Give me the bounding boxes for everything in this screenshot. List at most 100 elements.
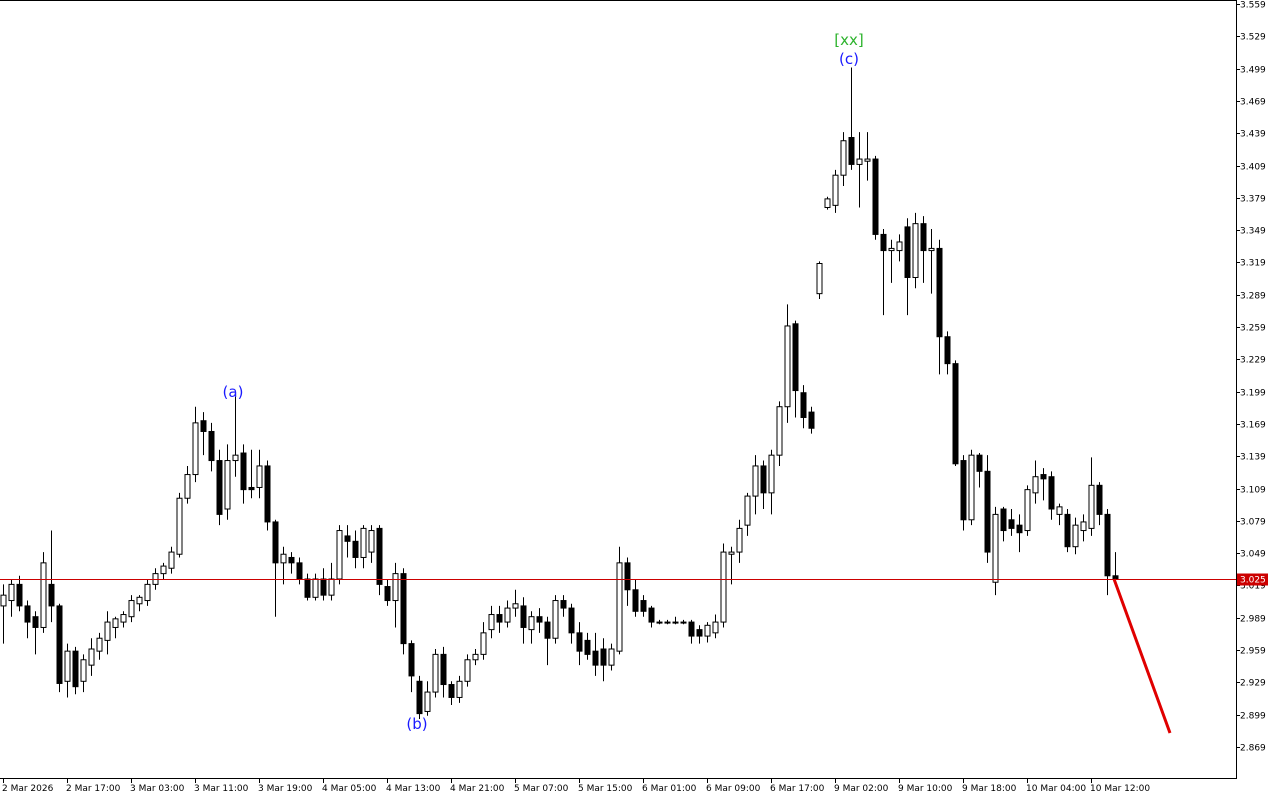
x-tick-label: 10 Mar 04:00	[1026, 784, 1086, 794]
y-tick-label: 3.109	[1240, 486, 1266, 496]
candle-body-down	[448, 684, 455, 698]
y-tick-label: 3.379	[1240, 195, 1266, 205]
candle-body-up	[736, 527, 743, 553]
candle-body-up	[432, 653, 439, 693]
candle-body-up	[144, 583, 151, 602]
x-tick-label: 3 Mar 11:00	[194, 784, 249, 794]
candle-body-down	[848, 137, 855, 165]
candle-body-up	[728, 551, 735, 555]
y-tick-label: 3.409	[1240, 163, 1266, 173]
candle-body-down	[240, 452, 247, 491]
candle-body-down	[384, 586, 391, 602]
candle-body-down	[272, 521, 279, 564]
candle-body-up	[472, 653, 479, 661]
candle-body-down	[344, 535, 351, 542]
candle-body-down	[208, 430, 215, 462]
candle-body-down	[352, 540, 359, 558]
candle-body-up	[88, 648, 95, 666]
candle-body-up	[752, 465, 759, 497]
candle-body-down	[296, 562, 303, 580]
candle-body-down	[576, 632, 583, 652]
candle-body-up	[512, 603, 519, 609]
candle-body-down	[320, 578, 327, 596]
candle-body-up	[704, 624, 711, 637]
candle-body-up	[368, 530, 375, 553]
candle-body-up	[280, 553, 287, 564]
candle-body-down	[496, 614, 503, 623]
candle-body-down	[600, 648, 607, 666]
candle-body-up	[192, 422, 199, 476]
candle-body-down	[976, 454, 983, 472]
candle-body-down	[1104, 513, 1111, 577]
candle-body-up	[776, 406, 783, 456]
candle-body-down	[536, 616, 543, 623]
y-tick-label: 3.139	[1240, 453, 1266, 463]
candle-body-up	[0, 594, 7, 607]
y-tick-label: 2.959	[1240, 647, 1266, 657]
candle-body-down	[936, 247, 943, 338]
y-tick-label: 3.529	[1240, 33, 1266, 43]
candle-body-down	[416, 680, 423, 715]
candle-body-up	[608, 648, 615, 666]
x-tick-label: 2 Mar 2026	[2, 784, 54, 794]
candle-body-up	[120, 614, 127, 623]
candle-body-up	[1032, 476, 1039, 494]
candle-body-up	[176, 497, 183, 555]
y-tick-label: 3.499	[1240, 66, 1266, 76]
x-tick-label: 6 Mar 09:00	[706, 784, 761, 794]
candle-body-up	[480, 632, 487, 655]
candle-body-up	[552, 600, 559, 639]
y-tick-label: 3.019	[1240, 582, 1266, 592]
candle-body-up	[424, 691, 431, 712]
candle-body-up	[456, 680, 463, 698]
candle-body-down	[16, 583, 23, 607]
y-tick-label: 3.229	[1240, 356, 1266, 366]
candle-body-down	[544, 621, 551, 639]
x-tick-label: 9 Mar 10:00	[898, 784, 953, 794]
x-tick-label: 3 Mar 03:00	[130, 784, 185, 794]
candle-body-down	[304, 578, 311, 598]
current-price-label: 3.025	[1240, 576, 1266, 586]
candle-body-down	[696, 629, 703, 637]
candle-body-up	[656, 621, 663, 624]
wave-label: (a)	[223, 383, 244, 401]
y-tick-label: 2.869	[1240, 744, 1266, 754]
candle-body-down	[408, 643, 415, 677]
candle-body-up	[312, 578, 319, 598]
y-tick-label: 3.289	[1240, 292, 1266, 302]
x-tick-label: 3 Mar 19:00	[258, 784, 313, 794]
candle-body-down	[400, 573, 407, 645]
candle-body-down	[944, 336, 951, 365]
candle-body-down	[800, 392, 807, 418]
candle-body-up	[224, 460, 231, 510]
x-tick-label: 9 Mar 18:00	[962, 784, 1017, 794]
candle-body-up	[768, 454, 775, 494]
candle-body-down	[1040, 474, 1047, 480]
candle-body-down	[640, 600, 647, 612]
candle-body-up	[1080, 521, 1087, 532]
candle-body-down	[1016, 524, 1023, 534]
candle-body-down	[984, 470, 991, 553]
candle-body-down	[920, 223, 927, 252]
candle-body-down	[792, 323, 799, 392]
candle-body-up	[744, 495, 751, 526]
candle-body-up	[864, 158, 871, 162]
candle-body-up	[928, 247, 935, 252]
candle-body-down	[568, 607, 575, 634]
candle-body-up	[40, 562, 47, 628]
wave-label: (c)	[839, 50, 859, 68]
candle-body-down	[688, 621, 695, 637]
candle-body-up	[168, 551, 175, 569]
candle-body-up	[184, 474, 191, 499]
y-tick-label: 3.049	[1240, 550, 1266, 560]
candle-body-up	[104, 621, 111, 641]
x-tick-label: 10 Mar 12:00	[1090, 784, 1150, 794]
candle-body-up	[816, 262, 823, 295]
candle-body-up	[112, 618, 119, 628]
y-tick-label: 3.259	[1240, 324, 1266, 334]
candle-body-up	[528, 616, 535, 631]
candle-body-up	[968, 454, 975, 521]
x-tick-label: 4 Mar 21:00	[450, 784, 505, 794]
y-tick-label: 2.989	[1240, 615, 1266, 625]
